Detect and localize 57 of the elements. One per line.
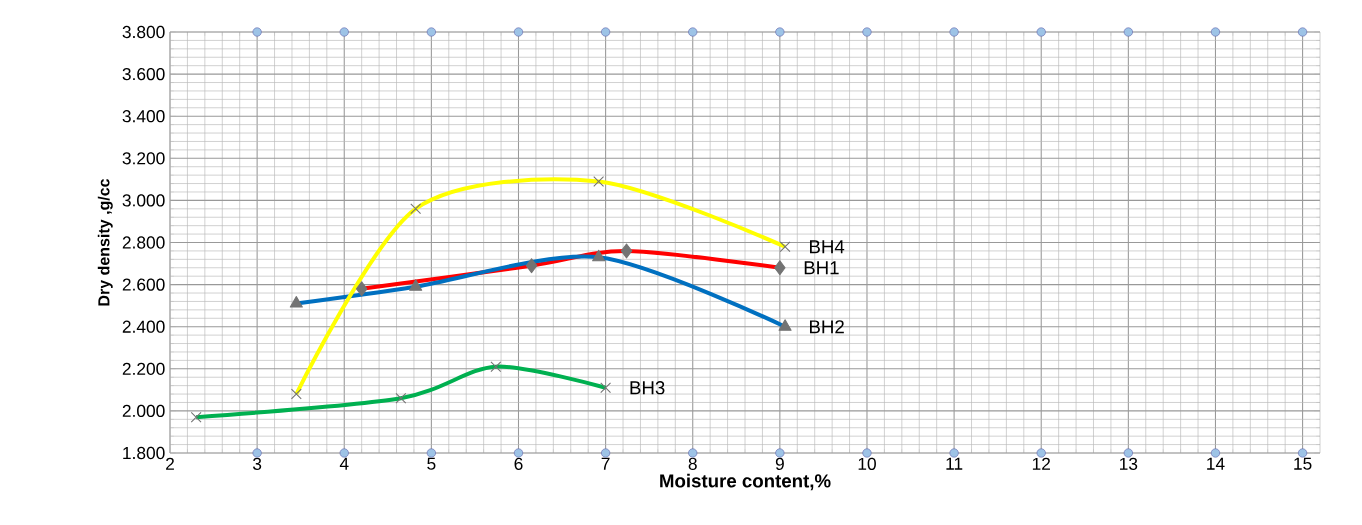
y-tick-label: 2.200 [122, 362, 165, 375]
point [949, 27, 959, 37]
y-tick-label: 3.400 [122, 110, 165, 123]
x-tick-label: 2 [166, 457, 174, 470]
point [1298, 448, 1308, 458]
y-tick-label: 1.800 [123, 446, 165, 460]
point [688, 27, 698, 37]
point [1123, 27, 1133, 37]
x-tick-label: 7 [601, 457, 610, 470]
point [252, 27, 262, 37]
x-tick-label: 12 [1032, 457, 1050, 470]
point [862, 27, 872, 37]
point [1210, 448, 1221, 458]
point [426, 27, 436, 37]
series-label: BH1 [804, 261, 839, 275]
point [1036, 27, 1046, 37]
point [775, 27, 785, 37]
x-tick-label: 10 [858, 457, 876, 470]
series-label: BH4 [809, 240, 845, 254]
point [513, 448, 524, 458]
y-tick-label: 2.400 [122, 320, 165, 333]
point [862, 448, 872, 458]
point [1298, 27, 1308, 37]
point [1036, 448, 1046, 458]
x-tick-label: 3 [252, 457, 262, 470]
x-tick-label: 8 [688, 457, 697, 470]
x-tick-label: 5 [427, 457, 436, 470]
x-tick-label: 4 [339, 457, 349, 470]
x-tick-label: 9 [775, 457, 784, 470]
x-tick-label: 15 [1294, 457, 1312, 470]
x-tick-label: 13 [1120, 457, 1138, 470]
point [339, 448, 349, 458]
y-tick-label: 2.600 [122, 278, 165, 291]
point [601, 27, 611, 37]
point [252, 448, 262, 458]
y-axis-title: Dry density ,g/cc [97, 178, 113, 306]
y-tick-label: 3.800 [122, 25, 165, 39]
point [601, 448, 611, 458]
y-tick-label: 3.200 [122, 152, 165, 165]
point [775, 448, 785, 458]
point [949, 448, 959, 458]
point [1123, 448, 1133, 458]
y-tick-label: 3.000 [122, 194, 165, 207]
point [513, 27, 524, 37]
y-tick-label: 3.600 [122, 67, 165, 81]
x-axis-title: Moisture content,% [660, 473, 831, 491]
series-label: BH3 [630, 381, 665, 395]
x-tick-label: 14 [1207, 457, 1225, 470]
point [426, 448, 436, 458]
y-tick-label: 2.800 [122, 236, 165, 249]
series-label: BH2 [809, 320, 844, 334]
x-tick-label: 11 [946, 457, 963, 470]
point [1210, 27, 1221, 37]
x-tick-label: 6 [514, 457, 523, 470]
y-tick-label: 2.000 [122, 404, 165, 418]
point [688, 448, 698, 458]
point [339, 27, 349, 37]
